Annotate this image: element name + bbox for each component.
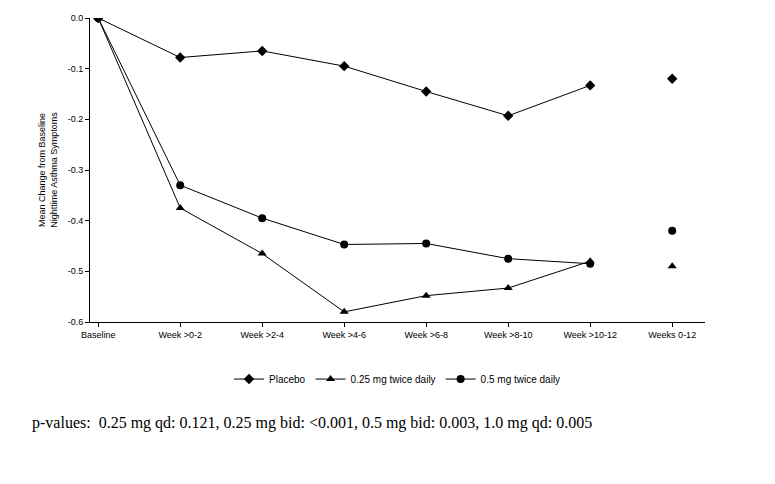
svg-text:-0.1: -0.1 xyxy=(68,64,84,74)
svg-text:Week >0-2: Week >0-2 xyxy=(158,330,202,340)
svg-text:Weeks 0-12: Weeks 0-12 xyxy=(648,330,696,340)
svg-text:Week >2-4: Week >2-4 xyxy=(240,330,284,340)
svg-text:0.0: 0.0 xyxy=(71,13,84,23)
svg-text:0.25 mg twice daily: 0.25 mg twice daily xyxy=(351,374,436,385)
svg-text:Baseline: Baseline xyxy=(81,330,116,340)
svg-text:-0.6: -0.6 xyxy=(68,317,84,327)
svg-text:Week >4-6: Week >4-6 xyxy=(322,330,366,340)
html-text:p-values: 0.25 mg qd: 0.121, 0: p-values: 0.25 mg qd: 0.121, 0.25 mg bid… xyxy=(32,414,593,431)
svg-text:-0.5: -0.5 xyxy=(68,266,84,276)
svg-text:Mean Change from BaselineNight: Mean Change from BaselineNighttime Asthm… xyxy=(37,112,59,228)
svg-text:Week >6-8: Week >6-8 xyxy=(404,330,448,340)
svg-text:-0.2: -0.2 xyxy=(68,114,84,124)
svg-text:-0.4: -0.4 xyxy=(68,216,84,226)
svg-text:Placebo: Placebo xyxy=(269,374,306,385)
svg-text:-0.3: -0.3 xyxy=(68,165,84,175)
svg-text:Week >10-12: Week >10-12 xyxy=(563,330,617,340)
svg-text:Week >8-10: Week >8-10 xyxy=(484,330,533,340)
svg-text:0.5 mg twice daily: 0.5 mg twice daily xyxy=(481,374,560,385)
